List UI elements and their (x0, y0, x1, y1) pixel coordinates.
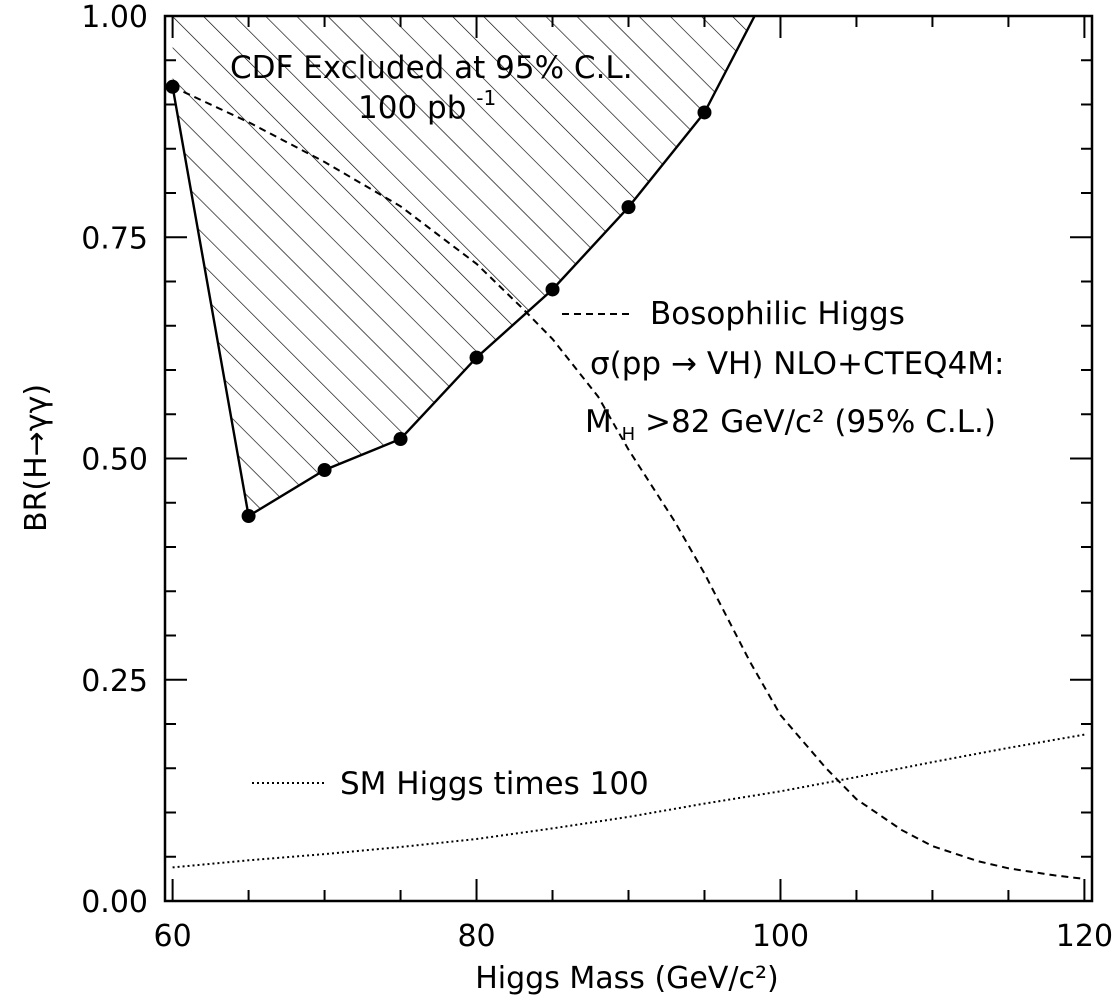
plot-area (165, 16, 1085, 880)
axes (163, 14, 1094, 903)
y-tick-label: 0.75 (81, 221, 148, 256)
tick-labels: 60 80 100 120 0.00 0.25 0.50 0.75 1.00 (81, 0, 1113, 954)
mass-limit-value: >82 GeV/c² (95% C.L.) (645, 404, 996, 440)
mass-limit-symbol: M (585, 404, 612, 440)
mass-limit-label: M H >82 GeV/c² (95% C.L.) (585, 404, 996, 448)
cross-section-process: VH) NLO+CTEQ4M: (707, 346, 1005, 382)
bosophilic-curve (172, 85, 1085, 880)
exclusion-point (545, 282, 560, 297)
x-tick-label: 100 (752, 919, 809, 954)
exclusion-region (172, 16, 755, 516)
cross-section-sigma: σ(pp (590, 346, 661, 382)
exclusion-point (165, 79, 180, 94)
mass-limit-subscript: H (622, 424, 636, 445)
exclusion-point (469, 350, 484, 365)
luminosity-exponent: -1 (476, 86, 496, 110)
exclusion-point (697, 105, 712, 120)
x-tick-label: 80 (457, 919, 495, 954)
bosophilic-legend-label: Bosophilic Higgs (650, 296, 905, 332)
x-tick-label: 60 (154, 919, 192, 954)
sm-legend-label: SM Higgs times 100 (340, 766, 649, 802)
exclusion-point (241, 509, 256, 524)
cross-section-label: σ(pp → VH) NLO+CTEQ4M: (590, 346, 1005, 382)
exclusion-point (621, 200, 636, 215)
y-tick-label: 1.00 (81, 0, 148, 35)
x-tick-label: 120 (1056, 919, 1113, 954)
y-tick-label: 0.00 (81, 885, 148, 920)
cross-section-arrow: → (671, 346, 697, 382)
luminosity-label: 100 pb -1 (358, 86, 496, 126)
exclusion-point (317, 463, 332, 478)
x-axis-label: Higgs Mass (GeV/c²) (475, 961, 778, 996)
excluded-label: CDF Excluded at 95% C.L. (230, 50, 633, 86)
luminosity-value: 100 pb (358, 90, 466, 126)
exclusion-point (393, 432, 408, 447)
y-axis-label: BR(H→γγ) (19, 384, 54, 532)
y-tick-label: 0.50 (81, 443, 148, 478)
y-tick-label: 0.25 (81, 664, 148, 699)
